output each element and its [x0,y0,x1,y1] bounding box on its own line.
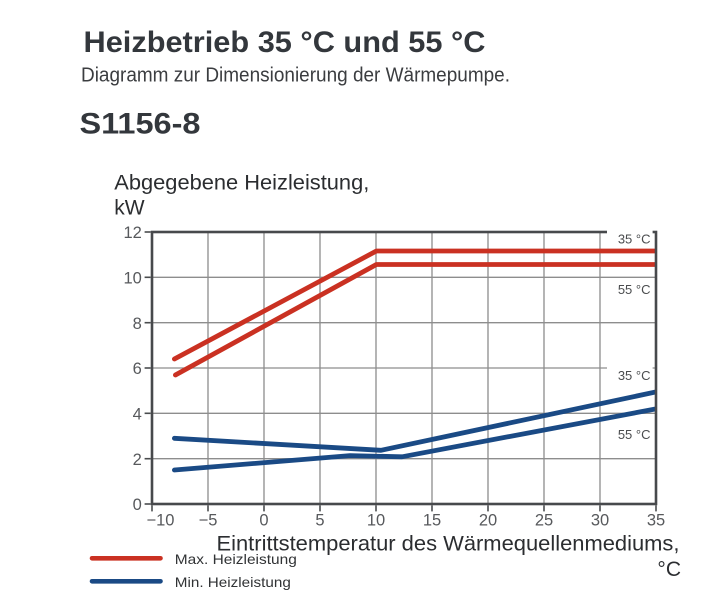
svg-text:55 °C: 55 °C [618,427,651,442]
svg-text:kW: kW [114,196,145,219]
svg-text:2: 2 [133,451,142,469]
svg-text:55 °C: 55 °C [618,282,651,297]
svg-text:10: 10 [367,512,385,530]
svg-text:4: 4 [133,406,142,424]
svg-text:20: 20 [479,512,497,530]
svg-text:12: 12 [123,224,141,242]
svg-text:30: 30 [591,512,609,530]
svg-text:0: 0 [259,512,268,530]
svg-text:15: 15 [423,512,441,530]
svg-text:10: 10 [123,270,141,288]
svg-text:8: 8 [133,315,142,333]
svg-text:Heizbetrieb 35 °C und 55 °C: Heizbetrieb 35 °C und 55 °C [84,26,486,59]
svg-text:−10: −10 [147,512,175,530]
svg-text:−5: −5 [199,512,218,530]
svg-text:35 °C: 35 °C [618,368,651,383]
svg-text:35 °C: 35 °C [618,231,651,246]
svg-text:0: 0 [133,496,142,514]
svg-text:6: 6 [133,360,142,378]
svg-text:35: 35 [647,512,665,530]
svg-text:5: 5 [315,512,324,530]
svg-text:Eintrittstemperatur des Wärmeq: Eintrittstemperatur des Wärmequellenmedi… [217,533,680,556]
svg-text:25: 25 [535,512,553,530]
svg-text:Diagramm zur Dimensionierung d: Diagramm zur Dimensionierung der Wärmepu… [81,64,510,87]
svg-text:Abgegebene Heizleistung,: Abgegebene Heizleistung, [114,171,369,194]
svg-text:Max. Heizleistung: Max. Heizleistung [175,551,297,567]
svg-text:Min. Heizleistung: Min. Heizleistung [175,574,291,590]
svg-text:°C: °C [657,558,681,581]
svg-text:S1156-8: S1156-8 [80,107,201,140]
